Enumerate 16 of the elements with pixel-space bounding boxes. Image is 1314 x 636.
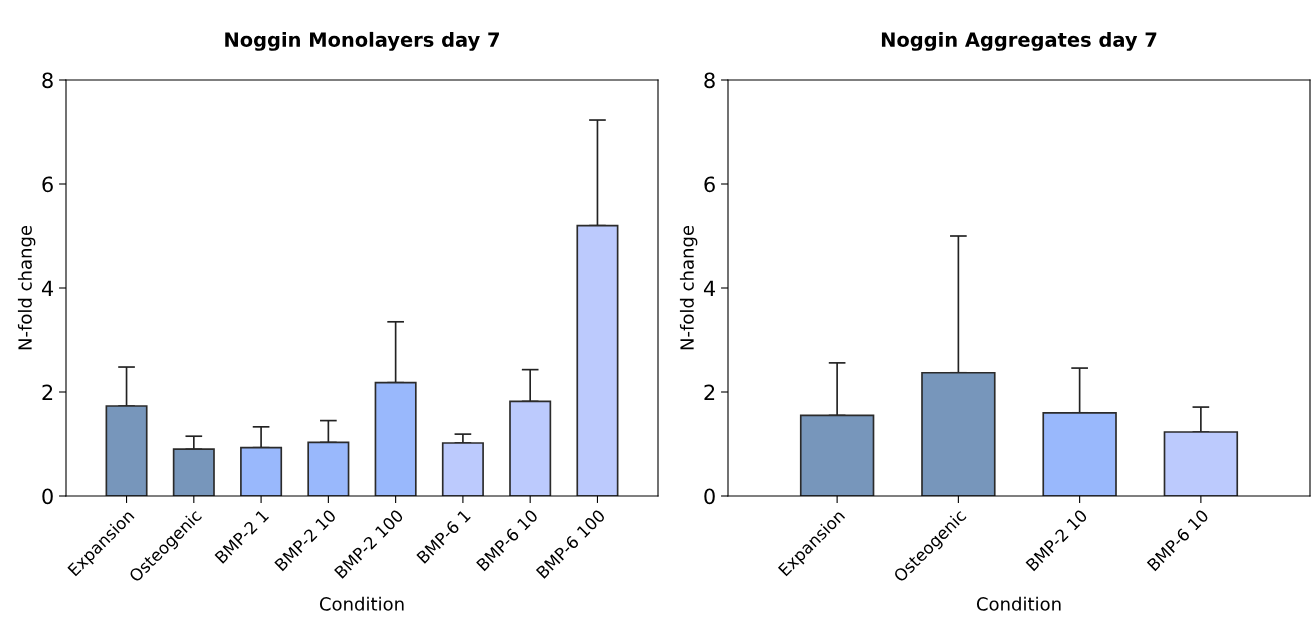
x-axis-title: Condition [976,596,1061,611]
y-tick-label: 8 [42,72,53,89]
y-tick-label: 6 [704,176,715,193]
x-axis-title: Condition [319,596,404,611]
y-tick-label: 2 [42,384,53,400]
y-tick-label: 2 [704,384,715,400]
y-tick-label: 0 [704,488,715,505]
y-tick-label: 6 [42,176,53,193]
y-tick-label: 4 [703,280,716,296]
y-tick-label: 0 [42,488,53,505]
chart-title: Noggin Monolayers day 7 [225,31,499,51]
y-axis-title: N-fold change [679,225,698,350]
y-tick-label: 8 [704,72,715,89]
chart-title: Noggin Aggregates day 7 [881,31,1157,51]
y-axis-title: N-fold change [17,225,36,350]
y-tick-label: 4 [41,280,54,296]
